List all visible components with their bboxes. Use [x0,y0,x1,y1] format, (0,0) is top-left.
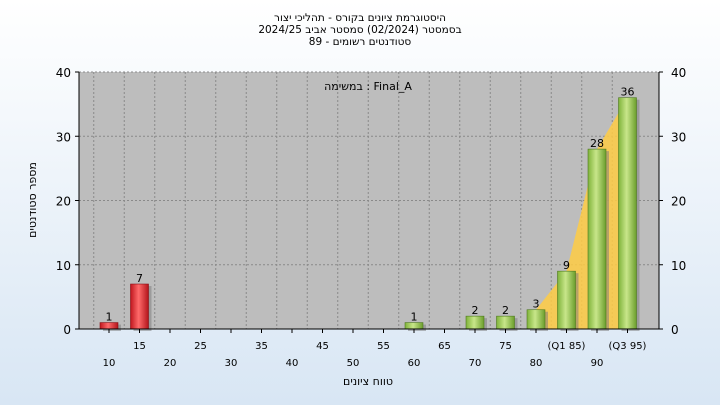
bar-75 [496,315,515,330]
y-tick-label-right: 10 [671,259,686,273]
bar-15 [130,283,149,330]
bar-90 [587,148,607,330]
x-tick-label: 40 [286,358,299,369]
x-axis-label: טווח ציונים [343,375,393,388]
y-tick-label-right: 20 [671,195,686,209]
x-tick-label: 60 [408,358,421,369]
x-tick-label: (Q3 95) [609,341,647,352]
annotation-text: במשימה : Final_A [324,80,412,93]
x-tick-label: 65 [438,341,451,352]
bar-value-label: 3 [533,298,540,311]
y-tick-label-left: 20 [56,195,71,209]
y-tick-label-right: 0 [671,323,679,337]
x-tick-label: 80 [530,358,543,369]
bar-value-label: 7 [136,272,143,285]
x-tick-label: (Q1 85) [548,341,586,352]
y-tick-label-left: 0 [63,323,71,337]
x-tick-label: 20 [164,358,177,369]
x-tick-label: 30 [225,358,238,369]
bar-80 [526,309,546,330]
y-tick-label-right: 40 [671,66,686,80]
bar-value-label: 36 [621,86,635,99]
bar-(Q1 85) [557,270,576,330]
chart-title-line: סטודנטים רשומים - 89 [309,36,412,48]
y-axis-label: מספר סטודנטים [26,162,39,238]
y-tick-label-right: 30 [671,130,686,144]
x-tick-label: 55 [377,341,390,352]
x-tick-label: 15 [133,341,146,352]
y-tick-label-left: 10 [56,259,71,273]
x-tick-label: 25 [194,341,207,352]
x-tick-label: 70 [469,358,482,369]
bar-value-label: 1 [411,311,418,324]
bar-value-label: 9 [563,259,570,272]
y-tick-label-left: 40 [56,66,71,80]
bar-value-label: 28 [590,137,604,150]
chart-title-line: היסטוגרמת ציונים בקורס - תהליכי יצור [274,12,446,24]
bar-(Q3 95) [618,97,637,330]
bar-value-label: 1 [106,311,113,324]
x-tick-label: 35 [255,341,268,352]
x-tick-label: 90 [591,358,604,369]
bar-value-label: 2 [472,304,479,317]
x-tick-label: 50 [347,358,360,369]
x-tick-label: 10 [103,358,116,369]
y-tick-label-left: 30 [56,130,71,144]
bar-70 [465,315,485,330]
x-tick-label: 45 [316,341,329,352]
chart-title-line: בסמסטר (02/2024) סמסטר אביב 2024/25 [258,24,461,36]
bar-value-label: 2 [502,304,509,317]
x-tick-label: 75 [499,341,512,352]
